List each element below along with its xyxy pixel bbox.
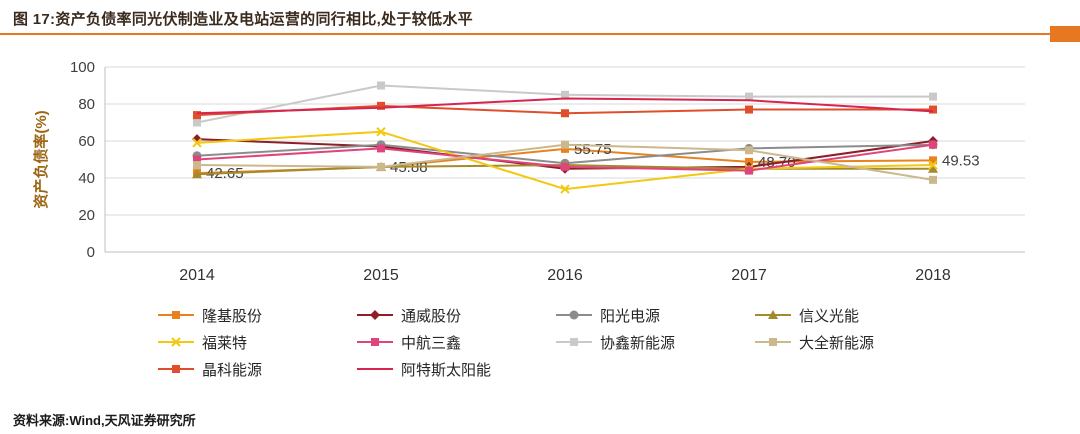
point-marker xyxy=(193,111,201,120)
point-marker xyxy=(769,338,777,346)
y-tick-label: 100 xyxy=(70,59,95,76)
x-tick-label: 2018 xyxy=(915,267,951,284)
legend-label: 福莱特 xyxy=(202,334,248,352)
point-marker xyxy=(193,118,201,127)
series-中航三鑫 xyxy=(193,140,937,175)
point-marker xyxy=(569,310,579,320)
legend-label: 信义光能 xyxy=(799,307,860,325)
y-tick-label: 0 xyxy=(87,244,95,261)
legend-marker xyxy=(556,338,592,346)
legend-item-信义光能: 信义光能 xyxy=(755,303,954,327)
legend-item-晶科能源: 晶科能源 xyxy=(158,357,357,381)
point-marker xyxy=(193,161,201,170)
legend-item-福莱特: 福莱特 xyxy=(158,330,357,354)
point-marker xyxy=(745,166,753,175)
legend-label: 阳光电源 xyxy=(600,307,661,325)
legend-marker xyxy=(158,337,194,347)
x-tick-label: 2015 xyxy=(363,267,399,284)
legend-item-隆基股份: 隆基股份 xyxy=(158,303,357,327)
data-label: 55.75 xyxy=(574,141,612,158)
point-marker xyxy=(370,310,380,320)
legend-marker xyxy=(357,310,393,320)
point-marker xyxy=(561,162,569,171)
point-marker xyxy=(377,81,385,90)
point-marker xyxy=(172,311,180,319)
point-marker xyxy=(377,144,385,153)
point-marker xyxy=(745,105,753,114)
point-marker xyxy=(561,109,569,118)
legend-label: 阿特斯太阳能 xyxy=(401,361,492,379)
legend-item-通威股份: 通威股份 xyxy=(357,303,556,327)
series-line xyxy=(196,97,934,115)
point-marker xyxy=(192,169,202,179)
legend-marker xyxy=(158,311,194,319)
legend-label: 大全新能源 xyxy=(799,334,875,352)
point-marker xyxy=(929,156,937,165)
point-marker xyxy=(929,140,937,149)
point-marker xyxy=(929,105,937,114)
point-marker xyxy=(929,175,937,184)
legend-marker xyxy=(357,338,393,346)
header-rule-accent-block xyxy=(1050,26,1080,42)
point-marker xyxy=(192,138,202,148)
legend-label: 隆基股份 xyxy=(202,307,263,325)
point-marker xyxy=(928,163,938,173)
series-协鑫新能源 xyxy=(193,81,937,127)
source-note: 资料来源:Wind,天风证券研究所 xyxy=(13,413,196,428)
legend-label: 中航三鑫 xyxy=(401,334,462,352)
point-marker xyxy=(172,365,180,373)
point-marker xyxy=(928,160,938,170)
point-marker xyxy=(377,162,385,171)
point-marker xyxy=(377,101,385,110)
point-marker xyxy=(561,144,569,153)
legend-item-阳光电源: 阳光电源 xyxy=(556,303,755,327)
asset-liability-ratio-line-chart: 0 20 40 60 80 100 2014 2015 2016 2017 2018 资产负债率(%)… xyxy=(32,59,1025,284)
y-tick-label: 60 xyxy=(78,133,95,150)
point-marker xyxy=(561,140,569,149)
point-marker xyxy=(376,127,386,137)
header-rule xyxy=(0,33,1080,35)
point-marker xyxy=(561,90,569,99)
x-tick-label: 2016 xyxy=(547,267,583,284)
point-marker xyxy=(371,338,379,346)
legend-marker xyxy=(357,368,393,370)
figure-title: 图 17:资产负债率同光伏制造业及电站运营的同行相比,处于较低水平 xyxy=(13,11,473,28)
x-tick-label: 2017 xyxy=(731,267,767,284)
legend-label: 晶科能源 xyxy=(202,361,263,379)
y-tick-label: 80 xyxy=(78,96,95,113)
legend-label: 通威股份 xyxy=(401,307,462,325)
legend-item-协鑫新能源: 协鑫新能源 xyxy=(556,330,755,354)
legend-marker xyxy=(556,310,592,320)
point-marker xyxy=(171,337,181,347)
point-marker xyxy=(745,92,753,101)
point-marker xyxy=(768,310,778,319)
y-axis-title: 资产负债率(%) xyxy=(32,110,50,208)
legend-label: 协鑫新能源 xyxy=(600,334,676,352)
series-大全新能源 xyxy=(193,140,937,184)
point-marker xyxy=(745,146,753,155)
legend-marker xyxy=(755,338,791,346)
point-marker xyxy=(560,184,570,194)
chart-legend: 隆基股份 通威股份 阳光电源 信义光能福莱特 中航三鑫 协鑫新能源 大全新能源晶科能源 阿特斯… xyxy=(158,303,954,381)
legend-marker xyxy=(755,310,791,319)
point-marker xyxy=(193,155,201,164)
point-marker xyxy=(570,338,578,346)
legend-marker xyxy=(158,365,194,373)
x-tick-label: 2014 xyxy=(179,267,215,284)
y-tick-label: 40 xyxy=(78,170,95,187)
legend-item-中航三鑫: 中航三鑫 xyxy=(357,330,556,354)
point-marker xyxy=(929,92,937,101)
data-label: 49.53 xyxy=(942,152,980,169)
series-阿特斯太阳能 xyxy=(196,97,934,115)
legend-item-阿特斯太阳能: 阿特斯太阳能 xyxy=(357,357,556,381)
legend-item-大全新能源: 大全新能源 xyxy=(755,330,954,354)
y-tick-label: 20 xyxy=(78,207,95,224)
